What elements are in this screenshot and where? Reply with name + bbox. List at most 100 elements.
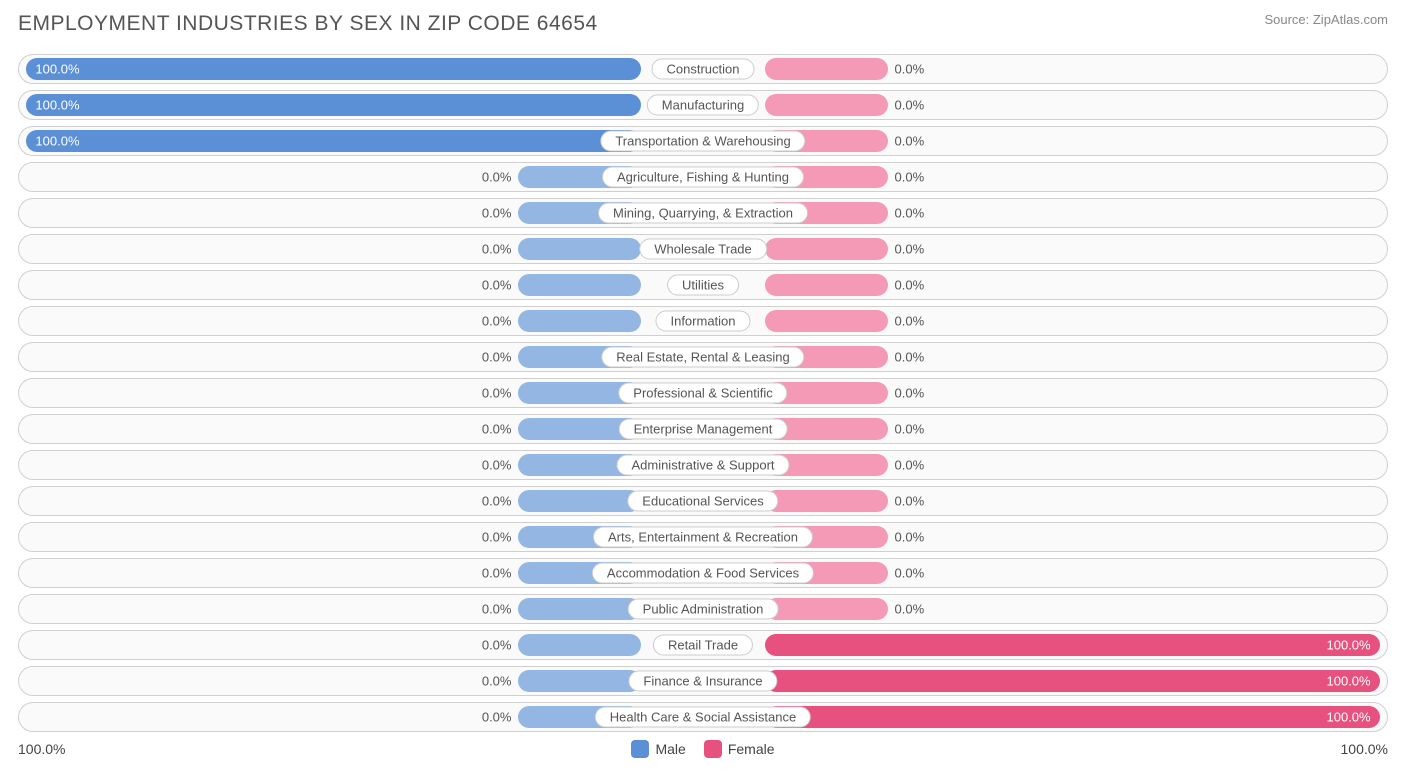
chart-row: 0.0% 0.0% Real Estate, Rental & Leasing [18,342,1388,372]
female-value: 100.0% [1327,638,1371,653]
category-label: Accommodation & Food Services [592,563,814,584]
female-value: 0.0% [895,62,925,77]
female-value: 0.0% [895,458,925,473]
chart-row: 0.0%0.0%Mining, Quarrying, & Extraction [18,198,1388,228]
chart-row: 0.0%0.0%Arts, Entertainment & Recreation [18,522,1388,552]
category-label: Agriculture, Fishing & Hunting [602,167,804,188]
female-value: 100.0% [1327,674,1371,689]
female-value: 0.0% [895,98,925,113]
chart-row: 0.0% 0.0% Utilities [18,270,1388,300]
male-value: 0.0% [482,638,512,653]
legend: Male Female [631,740,774,758]
chart-row: 0.0% 100.0% Retail Trade [18,630,1388,660]
diverging-bar-chart: 100.0% 0.0% Construction 100.0% 0.0% Manufact… [18,54,1388,732]
category-label: Finance & Insurance [628,671,777,692]
chart-row: 0.0% 0.0% Administrative & Support [18,450,1388,480]
chart-row: 0.0%0.0%Educational Services [18,486,1388,516]
legend-swatch-female [704,740,722,758]
male-bar [518,274,641,296]
chart-row: 100.0%0.0%Construction [18,54,1388,84]
chart-footer: 100.0% Male Female 100.0% [18,740,1388,758]
legend-swatch-male [631,740,649,758]
male-value: 0.0% [482,170,512,185]
chart-source: Source: ZipAtlas.com [1264,12,1388,27]
category-label: Public Administration [628,599,779,620]
male-bar [26,130,642,152]
female-value: 0.0% [895,314,925,329]
category-label: Real Estate, Rental & Leasing [601,347,804,368]
female-bar [765,598,888,620]
female-bar [765,274,888,296]
female-bar [765,490,888,512]
category-label: Professional & Scientific [618,383,787,404]
category-label: Manufacturing [647,95,759,116]
male-value: 100.0% [35,98,79,113]
chart-row: 100.0% 0.0% Transportation & Warehousing [18,126,1388,156]
male-bar [518,634,641,656]
male-bar [26,58,642,80]
male-value: 0.0% [482,602,512,617]
female-bar [765,238,888,260]
female-value: 0.0% [895,422,925,437]
category-label: Information [655,311,750,332]
chart-row: 0.0% 0.0% Enterprise Management [18,414,1388,444]
female-value: 100.0% [1327,710,1371,725]
chart-row: 0.0% 0.0% Agriculture, Fishing & Hunting [18,162,1388,192]
male-value: 0.0% [482,710,512,725]
chart-row: 0.0% 0.0% Wholesale Trade [18,234,1388,264]
male-value: 0.0% [482,314,512,329]
male-value: 100.0% [35,134,79,149]
female-value: 0.0% [895,350,925,365]
legend-item-male: Male [631,740,685,758]
chart-row: 0.0% 100.0% Health Care & Social Assistanc… [18,702,1388,732]
female-bar [765,310,888,332]
female-bar [765,706,1381,728]
female-value: 0.0% [895,602,925,617]
category-label: Transportation & Warehousing [600,131,805,152]
chart-row: 0.0% 100.0% Finance & Insurance [18,666,1388,696]
category-label: Educational Services [627,491,778,512]
chart-header: EMPLOYMENT INDUSTRIES BY SEX IN ZIP CODE… [18,12,1388,36]
male-value: 0.0% [482,530,512,545]
male-bar [518,490,641,512]
male-bar [518,670,641,692]
male-value: 0.0% [482,206,512,221]
male-value: 0.0% [482,350,512,365]
category-label: Health Care & Social Assistance [595,707,811,728]
female-value: 0.0% [895,170,925,185]
legend-label-female: Female [728,741,775,757]
chart-row: 0.0% 0.0% Information [18,306,1388,336]
female-bar [765,58,888,80]
chart-row: 100.0% 0.0% Manufacturing [18,90,1388,120]
female-bar [765,634,1381,656]
female-value: 0.0% [895,278,925,293]
legend-label-male: Male [655,741,685,757]
male-value: 0.0% [482,242,512,257]
category-label: Administrative & Support [616,455,789,476]
category-label: Enterprise Management [619,419,788,440]
female-value: 0.0% [895,530,925,545]
female-value: 0.0% [895,566,925,581]
female-value: 0.0% [895,386,925,401]
chart-title: EMPLOYMENT INDUSTRIES BY SEX IN ZIP CODE… [18,12,598,36]
chart-row: 0.0% 0.0% Accommodation & Food Services [18,558,1388,588]
category-label: Retail Trade [653,635,753,656]
female-bar [765,94,888,116]
male-value: 0.0% [482,278,512,293]
male-value: 0.0% [482,458,512,473]
male-value: 0.0% [482,566,512,581]
axis-left-label: 100.0% [18,741,65,757]
male-bar [26,94,642,116]
male-value: 0.0% [482,422,512,437]
chart-row: 0.0%0.0%Professional & Scientific [18,378,1388,408]
female-value: 0.0% [895,242,925,257]
category-label: Utilities [667,275,739,296]
female-value: 0.0% [895,134,925,149]
male-bar [518,310,641,332]
category-label: Wholesale Trade [639,239,767,260]
axis-right-label: 100.0% [1341,741,1388,757]
male-value: 0.0% [482,674,512,689]
category-label: Mining, Quarrying, & Extraction [598,203,808,224]
category-label: Construction [652,59,755,80]
female-bar [765,670,1381,692]
